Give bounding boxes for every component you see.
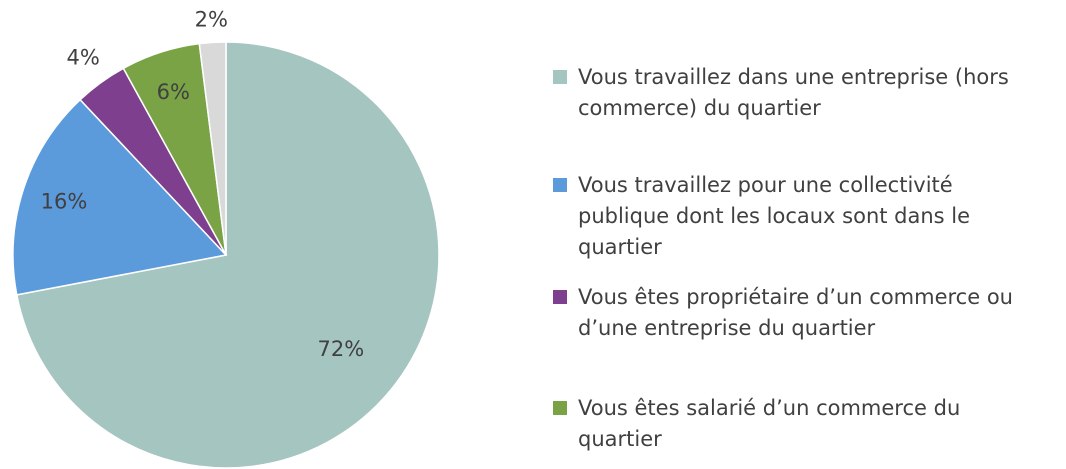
data-label: 72%	[318, 337, 365, 361]
legend-item: Vous êtes salarié d’un commerce du quart…	[553, 393, 1053, 455]
pie-slice	[15, 41, 440, 469]
legend-swatch	[553, 70, 567, 84]
legend-swatch	[553, 178, 567, 192]
legend-swatch	[553, 290, 567, 304]
legend-label: Vous êtes salarié d’un commerce du quart…	[578, 396, 961, 451]
legend-label: Vous êtes propriétaire d’un commerce ou …	[578, 285, 1013, 340]
data-label: 16%	[41, 189, 88, 213]
data-label: 2%	[195, 7, 228, 31]
legend-item: Vous êtes propriétaire d’un commerce ou …	[553, 282, 1053, 344]
data-label: 4%	[67, 45, 100, 69]
pie-slice	[198, 41, 227, 256]
legend-item: Vous travaillez pour une collectivité pu…	[553, 170, 1053, 263]
pie-slice	[12, 98, 228, 296]
data-label: 6%	[157, 80, 190, 104]
legend-swatch	[553, 401, 567, 415]
legend-label: Vous travaillez pour une collectivité pu…	[578, 173, 971, 259]
legend-item: Vous travaillez dans une entreprise (hor…	[553, 62, 1053, 124]
legend-label: Vous travaillez dans une entreprise (hor…	[578, 65, 1009, 120]
